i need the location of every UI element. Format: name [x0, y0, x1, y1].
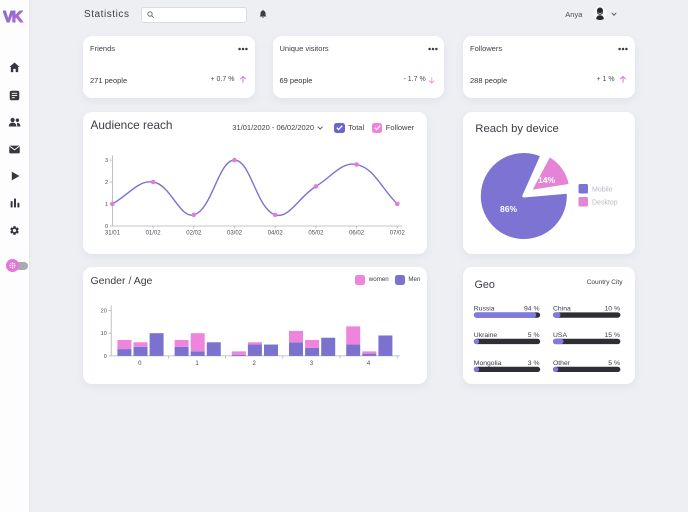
svg-text:3 %: 3 %: [528, 359, 540, 366]
svg-text:10: 10: [101, 331, 107, 337]
svg-text:94 %: 94 %: [524, 305, 540, 312]
svg-text:2: 2: [105, 180, 108, 186]
svg-text:Mongolia: Mongolia: [474, 359, 502, 366]
svg-text:Russia: Russia: [474, 305, 495, 312]
svg-text:07/02: 07/02: [390, 230, 406, 236]
svg-text:Desktop: Desktop: [592, 199, 618, 206]
svg-text:04/02: 04/02: [268, 230, 284, 236]
svg-text:0: 0: [138, 361, 142, 367]
svg-text:86%: 86%: [500, 204, 517, 214]
svg-text:3: 3: [310, 361, 314, 367]
svg-text:0: 0: [105, 223, 108, 229]
svg-text:06/02: 06/02: [349, 230, 365, 236]
svg-text:5 %: 5 %: [528, 331, 540, 338]
svg-text:05/02: 05/02: [308, 230, 324, 236]
svg-text:1: 1: [195, 361, 199, 367]
svg-text:0: 0: [104, 353, 107, 359]
svg-text:VK: VK: [3, 9, 24, 24]
svg-text:3: 3: [105, 158, 108, 164]
svg-text:Mobile: Mobile: [592, 186, 613, 193]
svg-text:02/02: 02/02: [186, 230, 202, 236]
svg-text:5 %: 5 %: [608, 359, 620, 366]
svg-text:10 %: 10 %: [605, 305, 621, 312]
svg-text:Ukraine: Ukraine: [474, 331, 498, 338]
svg-text:1: 1: [105, 201, 108, 207]
svg-text:Other: Other: [553, 359, 571, 366]
svg-text:03/02: 03/02: [227, 230, 243, 236]
svg-text:01/02: 01/02: [146, 230, 162, 236]
svg-text:2: 2: [253, 361, 257, 367]
svg-text:20: 20: [101, 308, 107, 314]
svg-text:4: 4: [367, 361, 371, 367]
svg-text:14%: 14%: [538, 175, 555, 185]
svg-text:15 %: 15 %: [605, 331, 621, 338]
svg-text:USA: USA: [553, 331, 567, 338]
svg-text:China: China: [553, 305, 571, 312]
svg-text:31/01: 31/01: [105, 230, 121, 236]
